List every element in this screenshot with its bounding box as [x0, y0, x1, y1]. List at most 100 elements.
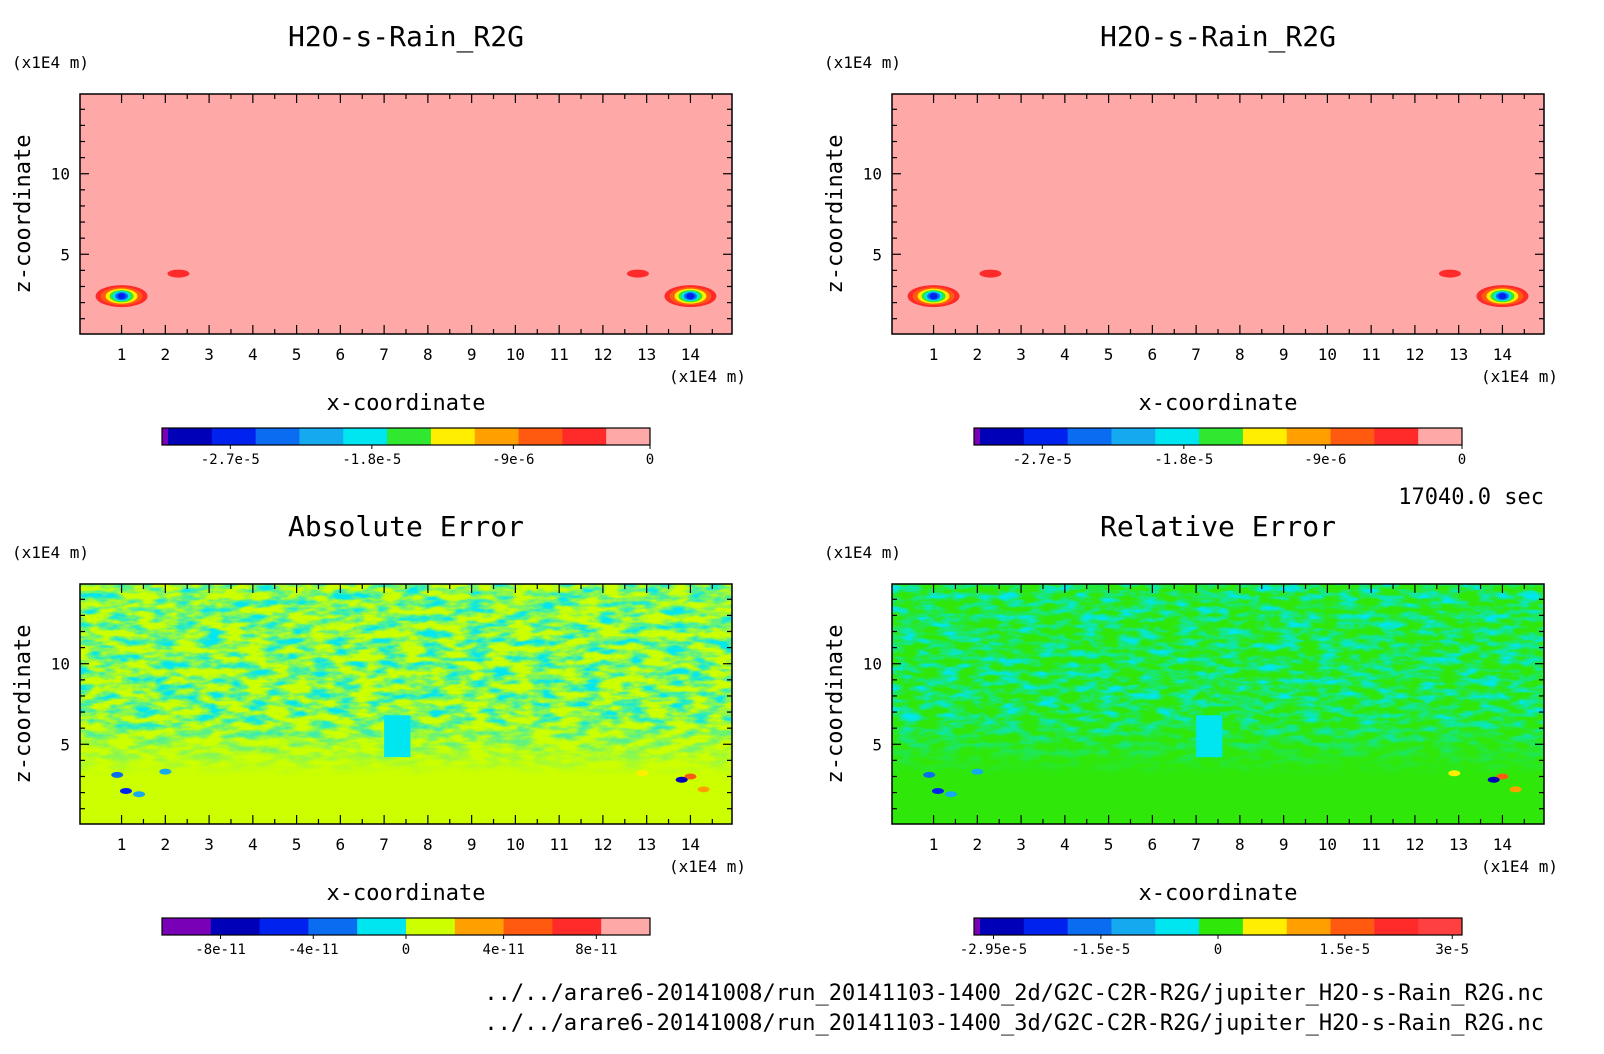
error-speck: [675, 776, 688, 783]
panel-relative-error: Relative Error(x1E4 m)1 2 3 4 5 6 7 8 9 10 11 12 13 1…: [823, 510, 1558, 958]
colorbar-band: [1330, 918, 1375, 935]
x-tick-label: 8: [423, 345, 433, 364]
timestamp: 17040.0 sec: [1398, 485, 1544, 510]
colorbar-band: [343, 428, 388, 445]
plot-field: [80, 94, 732, 334]
colorbar-band: [430, 428, 476, 445]
colorbar-band: [210, 918, 261, 935]
x-tick-label: 11: [1362, 345, 1381, 364]
y-axis-label: z-coordinate: [823, 625, 848, 784]
x-tick-label: 12: [1405, 345, 1424, 364]
error-speck: [923, 771, 936, 778]
colorbar-band: [518, 428, 563, 445]
rain-blob: [626, 269, 649, 278]
error-speck: [684, 773, 697, 780]
colorbar-tick-label: -9e-6: [492, 452, 534, 468]
colorbar-band: [1023, 918, 1069, 935]
colorbar-band: [1418, 428, 1463, 445]
x-tick-label: 9: [1279, 345, 1289, 364]
colorbar-band: [387, 428, 432, 445]
error-speck: [697, 786, 710, 793]
colorbar-band: [606, 428, 651, 445]
colorbar-band: [1330, 428, 1375, 445]
y-tick-label: 5: [872, 245, 882, 264]
x-tick-label: 1: [929, 835, 939, 854]
x-tick-label: 14: [681, 345, 700, 364]
x-tick-label: 5: [1104, 835, 1114, 854]
plot-field: [892, 94, 1544, 334]
colorbar-band: [162, 918, 212, 935]
colorbar-band: [1111, 428, 1156, 445]
colorbar-tick-label: 0: [1214, 942, 1222, 958]
x-tick-label: 9: [467, 835, 477, 854]
x-tick-label: 3: [1016, 835, 1026, 854]
colorbar-band: [357, 918, 407, 935]
colorbar-band: [503, 918, 553, 935]
colorbar-tick-label: -1.8e-5: [1154, 452, 1213, 468]
colorbar: -2.95e-5 -1.5e-5 0 1.5e-5 3e-5: [960, 917, 1469, 958]
x-unit-label: (x1E4 m): [1481, 367, 1558, 386]
y-axis-label: z-coordinate: [11, 625, 36, 784]
x-tick-label: 2: [973, 345, 983, 364]
x-axis-label: x-coordinate: [327, 391, 486, 416]
x-tick-label: 12: [593, 345, 612, 364]
colorbar: -2.7e-5 -1.8e-5 -9e-6 0: [973, 427, 1466, 468]
x-tick-label: 14: [1493, 835, 1512, 854]
colorbar-band: [1199, 428, 1244, 445]
error-pattern: [892, 584, 1544, 824]
colorbar-band: [1374, 428, 1419, 445]
colorbar-tick-label: 8e-11: [575, 942, 617, 958]
colorbar-tick-label: -1.8e-5: [342, 452, 401, 468]
colorbar-tick-label: 1.5e-5: [1320, 942, 1371, 958]
y-axis-label: z-coordinate: [823, 135, 848, 294]
x-tick-label: 3: [204, 835, 214, 854]
y-unit-label: (x1E4 m): [12, 53, 89, 72]
y-unit-label: (x1E4 m): [824, 53, 901, 72]
error-speck: [931, 787, 944, 794]
panel-title: Absolute Error: [288, 510, 524, 543]
colorbar-tick-label: 4e-11: [483, 942, 525, 958]
colorbar-band: [168, 428, 213, 445]
x-tick-label: 7: [1191, 345, 1201, 364]
x-tick-label: 6: [336, 835, 346, 854]
y-unit-label: (x1E4 m): [824, 543, 901, 562]
x-tick-label: 9: [467, 345, 477, 364]
colorbar-tick-label: 0: [646, 452, 654, 468]
colorbar-band: [974, 428, 981, 445]
rain-blob: [1438, 269, 1461, 278]
x-tick-label: 13: [637, 345, 656, 364]
x-tick-label: 1: [117, 835, 127, 854]
colorbar-tick-label: -8e-11: [195, 942, 246, 958]
colorbar-band: [1067, 428, 1112, 445]
colorbar-tick-label: 3e-5: [1435, 942, 1469, 958]
colorbar-band: [308, 918, 358, 935]
x-tick-label: 5: [292, 835, 302, 854]
x-tick-label: 13: [1449, 345, 1468, 364]
x-tick-label: 6: [336, 345, 346, 364]
x-tick-label: 3: [1016, 345, 1026, 364]
x-tick-label: 13: [637, 835, 656, 854]
error-speck: [159, 768, 172, 775]
panel-title: H2O-s-Rain_R2G: [288, 20, 524, 54]
x-tick-label: 10: [1318, 835, 1337, 854]
y-tick-label: 10: [51, 655, 70, 674]
colorbar-band: [980, 428, 1025, 445]
x-tick-label: 1: [929, 345, 939, 364]
error-speck: [1509, 786, 1522, 793]
colorbar: -8e-11 -4e-11 0 4e-11 8e-11: [161, 917, 651, 958]
colorbar-band: [474, 428, 520, 445]
x-tick-label: 11: [1362, 835, 1381, 854]
storm-feature: [1476, 285, 1529, 308]
x-tick-label: 5: [1104, 345, 1114, 364]
colorbar-band: [1067, 918, 1112, 935]
x-tick-label: 7: [379, 345, 389, 364]
storm-feature: [664, 285, 717, 308]
x-tick-label: 11: [550, 835, 569, 854]
colorbar-band: [974, 918, 981, 935]
colorbar-band: [162, 428, 169, 445]
x-tick-label: 4: [1060, 835, 1070, 854]
y-tick-label: 10: [863, 165, 882, 184]
x-tick-label: 5: [292, 345, 302, 364]
x-tick-label: 8: [1235, 835, 1245, 854]
